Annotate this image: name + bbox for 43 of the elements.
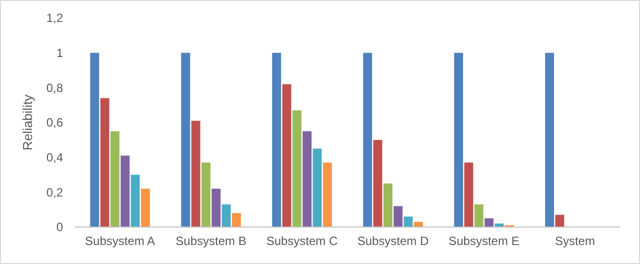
bar [312, 148, 322, 227]
y-tick-label: 0,6 [46, 116, 64, 130]
bar [555, 214, 564, 227]
bar [464, 162, 474, 227]
y-tick-label: 1 [56, 46, 64, 60]
bar [484, 218, 494, 227]
bar [545, 52, 554, 227]
bar [222, 204, 231, 227]
bar [191, 120, 200, 227]
bar [322, 162, 332, 227]
x-tick-label: Subsystem A [85, 234, 156, 248]
y-tick-label: 0,4 [46, 150, 64, 165]
bar [140, 188, 150, 227]
x-tick-label: Subsystem D [357, 234, 429, 248]
bar [272, 52, 282, 227]
bar [282, 84, 292, 227]
x-tick-label: Subsystem B [176, 234, 246, 248]
bar [232, 213, 241, 227]
y-tick-label: 0,2 [46, 185, 64, 200]
bar [302, 131, 312, 227]
x-tick-label: Subsystem E [448, 234, 520, 248]
bar [201, 162, 210, 227]
bar [130, 174, 140, 227]
x-tick-label: System [554, 234, 595, 248]
bar [454, 52, 464, 227]
bar [394, 206, 403, 227]
bar [474, 204, 484, 227]
bar [292, 110, 302, 227]
bar [212, 188, 221, 227]
y-axis-title: Reliability [20, 94, 35, 150]
bar [383, 183, 392, 227]
x-tick-label: Subsystem C [266, 234, 338, 248]
bar [110, 131, 120, 227]
bar [373, 140, 382, 227]
bar [100, 98, 110, 227]
y-tick-label: 0 [56, 220, 64, 234]
bar [404, 216, 413, 227]
bar [181, 52, 190, 227]
bar [90, 52, 100, 227]
bar [363, 52, 372, 227]
y-tick-label: 1,2 [46, 11, 64, 26]
y-tick-label: 0,8 [46, 80, 64, 95]
bar [120, 156, 130, 227]
